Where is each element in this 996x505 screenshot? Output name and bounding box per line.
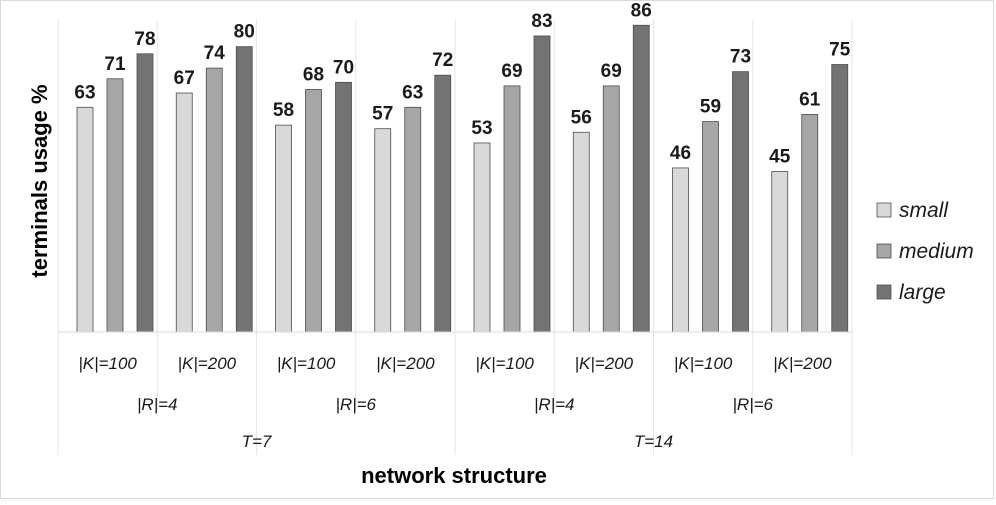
bar-large [434, 74, 452, 333]
value-label-large: 73 [730, 47, 751, 68]
legend-label-medium: medium [899, 240, 974, 263]
value-label-large: 75 [829, 40, 851, 61]
bar-medium [305, 89, 322, 333]
value-label-small: 46 [670, 143, 691, 164]
value-label-medium: 69 [501, 61, 522, 82]
legend: small medium large [876, 199, 974, 304]
bar-small [275, 124, 292, 333]
legend-label-small: small [899, 199, 949, 222]
y-axis-title: terminals usage % [27, 84, 52, 277]
group-label-r: |R|=6 [733, 395, 774, 414]
value-label-small: 45 [769, 147, 791, 168]
bar-small [473, 142, 491, 333]
legend-swatch-medium [876, 243, 892, 259]
value-label-small: 56 [571, 107, 592, 128]
bar-medium [106, 78, 124, 333]
bar-medium [702, 121, 719, 333]
x-axis-title: network structure [361, 463, 547, 488]
bar-large [533, 35, 551, 333]
bar-medium [801, 114, 819, 333]
category-label: |K|=100 [78, 354, 137, 373]
group-label-r: |R|=4 [534, 395, 575, 414]
bar-large [632, 24, 650, 333]
legend-label-large: large [899, 281, 946, 304]
bar-large [235, 46, 253, 333]
bar-small [572, 131, 590, 333]
category-label: |K|=100 [475, 354, 534, 373]
category-label: |K|=200 [376, 354, 435, 373]
value-label-medium: 71 [104, 54, 126, 75]
value-labels: 63 67 58 57 53 56 46 45 71 74 68 63 69 69 59 61 78 80 70 72… [74, 0, 851, 168]
value-label-large: 78 [134, 29, 155, 50]
bar-large [335, 81, 352, 333]
value-label-large: 72 [432, 50, 453, 71]
category-labels: |K|=100 |K|=200 |K|=100 |K|=200 |K|=100 |K|=2… [78, 354, 832, 451]
bar-large [831, 64, 849, 333]
value-label-medium: 74 [204, 43, 226, 64]
legend-swatch-small [876, 202, 892, 218]
group-label-r: |R|=4 [137, 395, 178, 414]
category-label: |K|=200 [178, 354, 237, 373]
category-label: |K|=100 [674, 354, 733, 373]
value-label-medium: 68 [303, 64, 324, 85]
bar-large [136, 53, 154, 333]
value-label-large: 83 [531, 11, 552, 32]
value-label-large: 86 [631, 1, 652, 21]
bar-small [672, 167, 689, 333]
group-label-t: T=7 [242, 432, 272, 451]
value-label-small: 58 [273, 100, 294, 121]
bar-medium [205, 67, 223, 333]
value-label-large: 80 [234, 22, 255, 43]
value-label-small: 53 [471, 118, 492, 139]
value-label-small: 63 [74, 82, 95, 103]
category-label: |K|=200 [575, 354, 634, 373]
group-label-t: T=14 [634, 432, 673, 451]
legend-swatch-large [876, 284, 892, 300]
bar-medium [503, 85, 521, 333]
bar-small [175, 92, 193, 333]
value-label-medium: 63 [402, 82, 423, 103]
value-label-medium: 59 [700, 97, 721, 118]
bars [76, 24, 849, 333]
group-label-r: |R|=6 [336, 395, 377, 414]
bar-large [732, 71, 749, 333]
bar-small [76, 106, 94, 333]
value-label-medium: 69 [601, 61, 622, 82]
value-label-medium: 61 [799, 89, 821, 110]
value-label-small: 57 [372, 104, 393, 125]
category-separators [57, 19, 853, 455]
bar-medium [602, 85, 620, 333]
category-label: |K|=100 [277, 354, 336, 373]
bar-small [771, 171, 789, 333]
bar-small [374, 128, 392, 333]
value-label-small: 67 [174, 68, 195, 89]
value-label-large: 70 [333, 57, 354, 78]
category-label: |K|=200 [773, 354, 832, 373]
bar-medium [404, 106, 422, 333]
